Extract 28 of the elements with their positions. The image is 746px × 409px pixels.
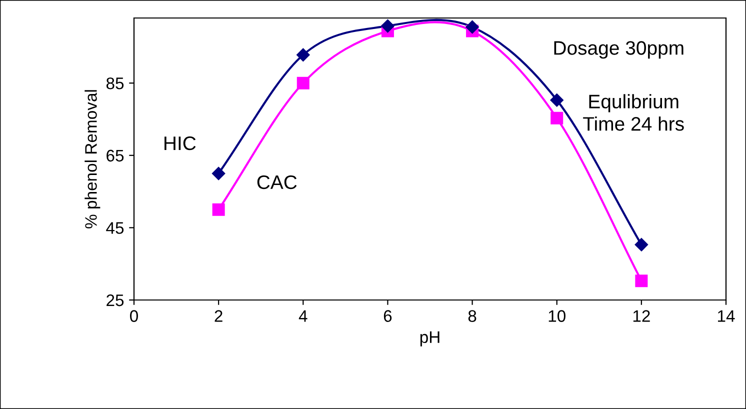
- x-tick-label: 12: [633, 310, 650, 322]
- x-tick-label: 10: [548, 310, 566, 322]
- y-tick-label: 85: [106, 77, 124, 90]
- point: [466, 20, 479, 34]
- annotation: Equlibrium Time 24 hrs: [583, 94, 684, 131]
- x-axis-title: pH: [420, 331, 440, 346]
- point: [550, 112, 564, 124]
- point: [212, 166, 226, 180]
- point: [550, 93, 564, 107]
- x-tick-label: 6: [384, 310, 392, 322]
- x-tick-label: 14: [718, 310, 735, 322]
- point: [635, 274, 648, 288]
- y-tick-label: 45: [106, 222, 124, 234]
- y-axis-title: % phenol Removal: [84, 90, 100, 228]
- x-tick-label: 0: [130, 310, 138, 322]
- x-tick-label: 8: [468, 310, 476, 322]
- series-label: HIC: [164, 136, 196, 150]
- point: [296, 76, 310, 90]
- point: [296, 48, 310, 62]
- y-tick-label: 25: [106, 294, 124, 306]
- point: [381, 19, 394, 33]
- point: [634, 238, 648, 252]
- x-tick-label: 4: [298, 310, 308, 322]
- annotation: Dosage 30ppm: [554, 41, 684, 59]
- y-tick-label: 65: [106, 150, 124, 162]
- point: [212, 203, 225, 216]
- series-label: CAC: [257, 175, 297, 190]
- x-tick-label: 2: [214, 310, 222, 322]
